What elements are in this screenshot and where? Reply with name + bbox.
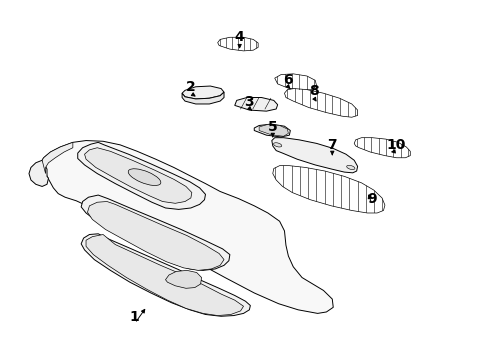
Polygon shape: [81, 195, 229, 270]
Polygon shape: [42, 140, 332, 314]
Polygon shape: [272, 166, 384, 213]
Polygon shape: [271, 138, 357, 173]
Polygon shape: [353, 138, 409, 158]
Polygon shape: [86, 234, 243, 316]
Polygon shape: [81, 234, 250, 316]
Text: 7: 7: [327, 138, 336, 152]
Polygon shape: [274, 74, 316, 90]
Text: 2: 2: [185, 80, 195, 94]
Text: 8: 8: [308, 84, 318, 98]
Ellipse shape: [346, 165, 354, 170]
Polygon shape: [29, 160, 48, 186]
Polygon shape: [259, 125, 288, 136]
Ellipse shape: [128, 169, 161, 185]
Polygon shape: [87, 202, 224, 270]
Polygon shape: [182, 86, 224, 99]
Polygon shape: [78, 142, 205, 210]
Text: 1: 1: [130, 310, 140, 324]
Text: 5: 5: [267, 120, 277, 134]
Polygon shape: [234, 98, 277, 111]
Polygon shape: [42, 142, 73, 174]
Text: 3: 3: [244, 95, 254, 109]
Polygon shape: [165, 270, 201, 288]
Text: 10: 10: [385, 138, 405, 152]
Polygon shape: [254, 124, 290, 137]
Polygon shape: [284, 89, 357, 117]
Text: 9: 9: [366, 192, 376, 206]
Polygon shape: [217, 37, 258, 51]
Polygon shape: [182, 92, 224, 104]
Polygon shape: [84, 148, 191, 203]
Text: 4: 4: [234, 30, 244, 44]
Ellipse shape: [273, 143, 281, 147]
Text: 6: 6: [283, 73, 293, 87]
